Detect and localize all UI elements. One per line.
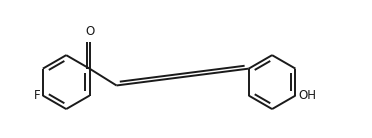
Text: OH: OH	[298, 89, 316, 102]
Text: O: O	[85, 25, 94, 38]
Text: F: F	[33, 89, 40, 102]
